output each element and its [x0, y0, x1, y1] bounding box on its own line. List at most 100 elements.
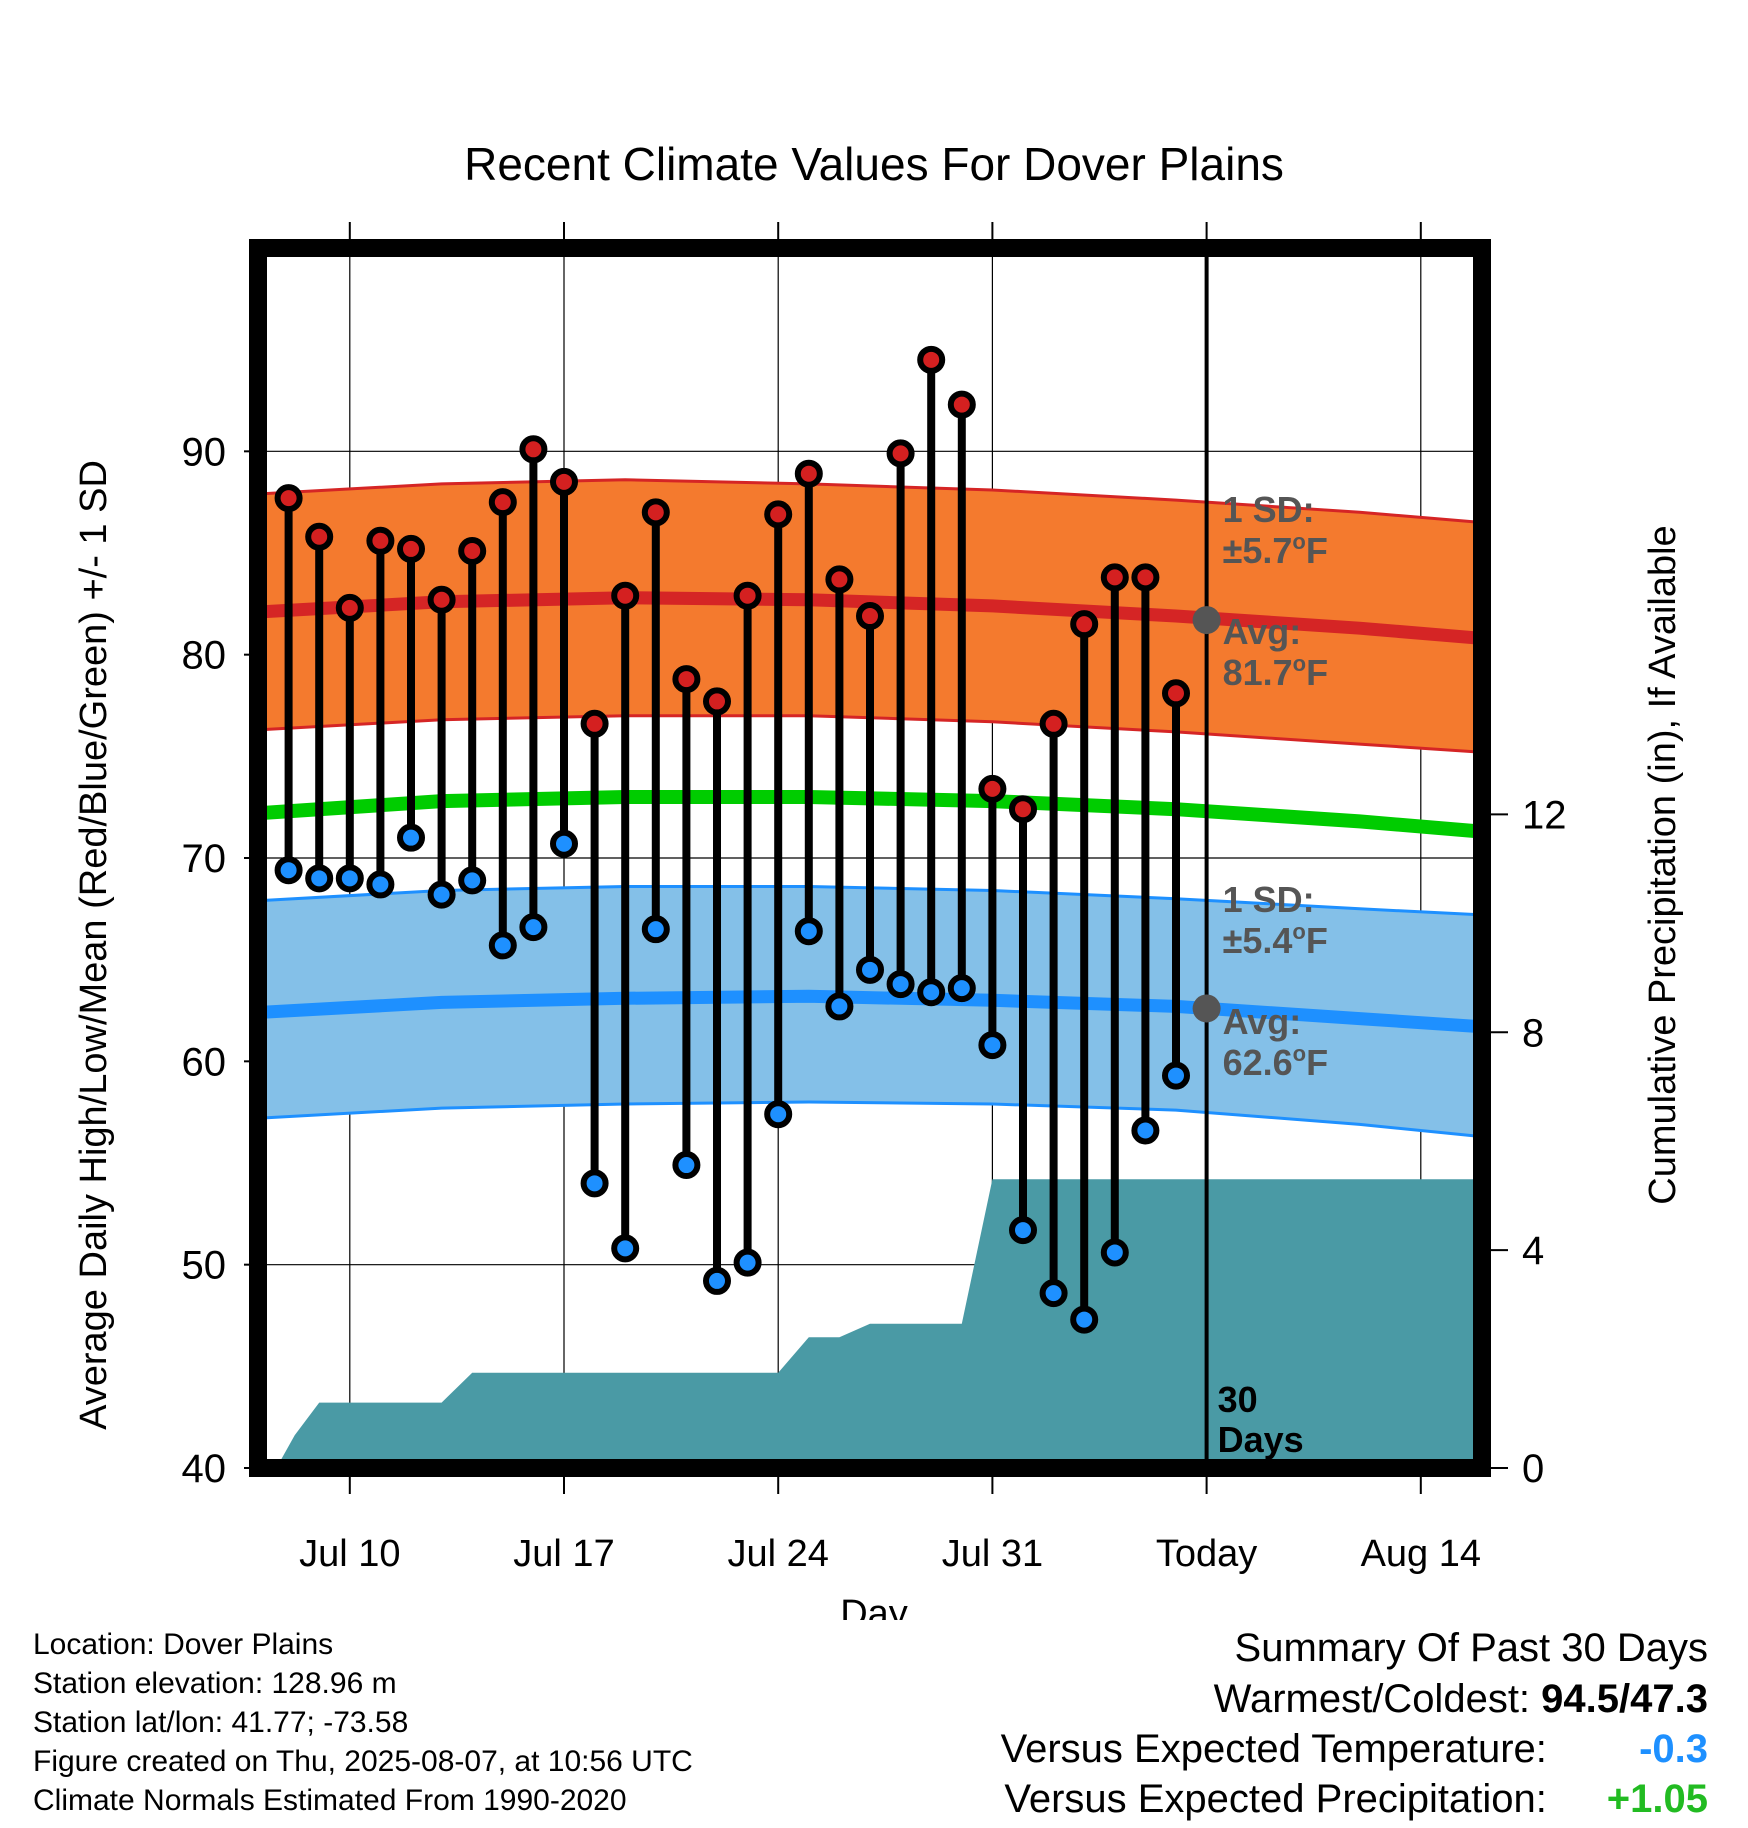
low-point: [1131, 1116, 1160, 1145]
days-count: 30: [1218, 1379, 1258, 1420]
info-created: Figure created on Thu, 2025-08-07, at 10…: [33, 1745, 693, 1778]
summary-temp: Versus Expected Temperature: -0.3: [1001, 1724, 1708, 1774]
summary-precip: Versus Expected Precipitation: +1.05: [1001, 1774, 1708, 1824]
low-sd-label: 1 SD:: [1223, 879, 1315, 920]
high-point: [366, 526, 395, 555]
low-point: [947, 974, 976, 1003]
low-point: [733, 1248, 762, 1277]
low-point: [886, 970, 915, 999]
low-point: [580, 1169, 609, 1198]
high-point: [397, 534, 425, 563]
high-point: [458, 536, 487, 565]
high-point: [488, 488, 517, 517]
high-point: [917, 345, 946, 374]
high-point: [611, 581, 640, 610]
temp-value: -0.3: [1639, 1727, 1708, 1771]
high-point: [1162, 679, 1190, 708]
low-point: [1070, 1305, 1099, 1334]
low-point: [488, 931, 517, 960]
high-point: [672, 665, 701, 694]
low-point: [917, 978, 946, 1007]
high-point: [427, 585, 456, 614]
x-axis-label: Day: [840, 1593, 908, 1620]
low-point: [978, 1031, 1007, 1060]
high-point: [305, 522, 334, 551]
low-point: [825, 992, 854, 1021]
low-point: [366, 870, 395, 899]
low-point: [550, 829, 578, 858]
precip-value: +1.05: [1606, 1777, 1708, 1821]
high-point: [733, 581, 762, 610]
low-sd-value: ±5.4oF: [1223, 919, 1328, 961]
low-point: [794, 917, 823, 946]
climate-chart: Recent Climate Values For Dover Plains A…: [73, 138, 1684, 1620]
low-avg-label: Avg:: [1223, 1001, 1302, 1042]
high-point: [825, 565, 854, 594]
info-location: Location: Dover Plains: [33, 1628, 334, 1661]
low-point: [1039, 1279, 1068, 1308]
low-point: [611, 1234, 640, 1263]
warm-cold-label: Warmest/Coldest:: [1213, 1677, 1531, 1721]
high-avg-value: 81.7oF: [1223, 651, 1329, 693]
low-point: [397, 823, 425, 852]
y-tick-label: 70: [182, 837, 227, 881]
precip-label: Versus Expected Precipitation:: [1004, 1777, 1547, 1821]
x-tick-label: Jul 24: [727, 1533, 828, 1575]
low-point: [427, 880, 456, 909]
low-point: [764, 1100, 793, 1129]
low-point: [335, 864, 364, 893]
y2-tick-label: 4: [1522, 1229, 1544, 1273]
precip-area: [276, 1179, 1482, 1468]
y2-tick-label: 12: [1522, 793, 1567, 837]
x-tick-label: Today: [1156, 1533, 1257, 1575]
high-avg-label: Avg:: [1223, 611, 1302, 652]
x-tick-label: Aug 14: [1361, 1533, 1481, 1575]
x-tick-label: Jul 10: [299, 1533, 400, 1575]
today-high-avg-marker: [1192, 606, 1221, 635]
high-point: [856, 602, 884, 631]
high-point: [274, 484, 303, 513]
high-point: [886, 439, 915, 468]
low-point: [1100, 1238, 1129, 1267]
low-point: [458, 866, 487, 895]
low-avg-line: [258, 989, 1482, 1034]
low-point: [703, 1266, 731, 1295]
plot-frame: [249, 239, 1491, 1477]
low-point: [305, 864, 334, 893]
high-point: [550, 467, 578, 496]
y-tick-label: 50: [182, 1244, 227, 1288]
temp-label: Versus Expected Temperature:: [1000, 1727, 1547, 1771]
y-axis-label: Average Daily High/Low/Mean (Red/Blue/Gr…: [73, 460, 115, 1430]
high-point: [978, 774, 1007, 803]
low-point: [519, 913, 548, 942]
y2-tick-label: 0: [1522, 1447, 1544, 1491]
high-point: [580, 709, 609, 738]
high-point: [764, 500, 793, 529]
high-point: [335, 593, 364, 622]
y2-axis-label: Cumulative Precipitation (in), If Availa…: [1642, 525, 1684, 1204]
high-point: [1100, 563, 1129, 592]
high-point: [947, 390, 976, 419]
high-point: [1070, 610, 1099, 639]
info-elevation: Station elevation: 128.96 m: [33, 1667, 397, 1700]
high-point: [703, 687, 731, 716]
high-point: [794, 459, 823, 488]
days-word: Days: [1218, 1419, 1304, 1460]
summary-panel: Summary Of Past 30 Days Warmest/Coldest:…: [1001, 1622, 1708, 1824]
low-avg-value: 62.6oF: [1223, 1041, 1329, 1083]
low-point: [672, 1151, 701, 1180]
high-point: [519, 435, 548, 464]
low-point: [1162, 1061, 1190, 1090]
low-point: [274, 856, 303, 885]
y-tick-label: 60: [182, 1040, 227, 1084]
x-tick-label: Jul 17: [513, 1533, 614, 1575]
high-sd-label: 1 SD:: [1223, 489, 1315, 530]
high-point: [1131, 563, 1160, 592]
today-low-avg-marker: [1192, 994, 1221, 1023]
info-normals: Climate Normals Estimated From 1990-2020: [33, 1784, 627, 1817]
high-point: [1009, 795, 1037, 824]
y-tick-label: 80: [182, 634, 227, 678]
high-sd-value: ±5.7oF: [1223, 529, 1328, 571]
low-point: [856, 955, 884, 984]
